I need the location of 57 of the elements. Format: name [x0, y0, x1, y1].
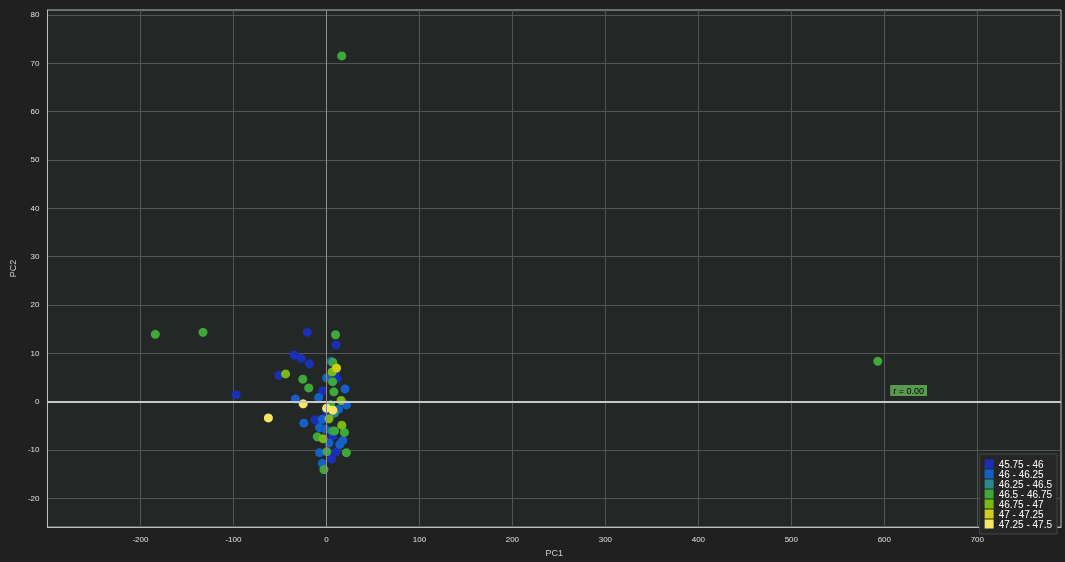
legend-label: 46.75 - 47	[998, 498, 1045, 510]
point	[302, 327, 312, 337]
x-tick-label: 500	[784, 534, 799, 544]
x-tick-label: 100	[412, 534, 427, 544]
point	[331, 447, 341, 457]
y-tick-label: 70	[30, 58, 41, 68]
point	[198, 327, 208, 337]
legend-label: 46.25 - 46.5	[998, 478, 1053, 490]
point	[339, 427, 349, 437]
point	[281, 369, 291, 379]
y-tick-label: 30	[30, 251, 41, 261]
point	[329, 387, 339, 397]
point	[289, 350, 299, 360]
point	[337, 51, 347, 61]
y-tick-label: 0	[35, 396, 41, 406]
point	[263, 413, 273, 423]
legend-label: 46 - 46.25	[998, 468, 1045, 480]
y-tick-label: -10	[27, 445, 41, 455]
x-axis-title: PC1	[545, 547, 563, 558]
point	[331, 330, 341, 340]
point	[873, 356, 883, 366]
y-tick-label: 50	[30, 155, 41, 165]
y-tick-label: 40	[30, 203, 41, 213]
point	[298, 374, 308, 384]
legend-label: 46.5 - 46.75	[998, 488, 1053, 500]
x-tick-label: 400	[691, 534, 706, 544]
x-tick-label: 700	[970, 534, 985, 544]
point	[332, 363, 342, 373]
point	[304, 359, 314, 369]
point	[315, 448, 325, 458]
x-tick-label: 600	[877, 534, 892, 544]
point	[337, 420, 347, 430]
x-tick-label: 300	[598, 534, 613, 544]
point	[340, 384, 350, 394]
x-tick-label: -200	[132, 534, 149, 544]
y-axis-title: PC2	[7, 259, 18, 278]
point	[341, 448, 351, 458]
legend-label: 47.25 - 47.5	[998, 518, 1053, 530]
x-tick-label: 200	[505, 534, 520, 544]
annotation: r = 0.00	[893, 385, 925, 396]
x-tick-label: -100	[225, 534, 242, 544]
point	[299, 418, 309, 428]
point	[150, 329, 160, 339]
y-tick-label: 10	[30, 348, 41, 358]
legend-label: 47 - 47.25	[998, 508, 1045, 520]
point	[328, 377, 338, 387]
point	[296, 353, 306, 363]
point	[304, 383, 314, 393]
y-tick-label: 20	[30, 300, 41, 310]
x-tick-label: 0	[324, 534, 330, 544]
point	[331, 340, 341, 350]
y-tick-label: 60	[30, 106, 41, 116]
legend-label: 45.75 - 46	[998, 458, 1045, 470]
y-tick-label: 80	[30, 10, 41, 20]
y-tick-label: -20	[27, 493, 41, 503]
point	[327, 454, 337, 464]
point	[231, 390, 241, 400]
